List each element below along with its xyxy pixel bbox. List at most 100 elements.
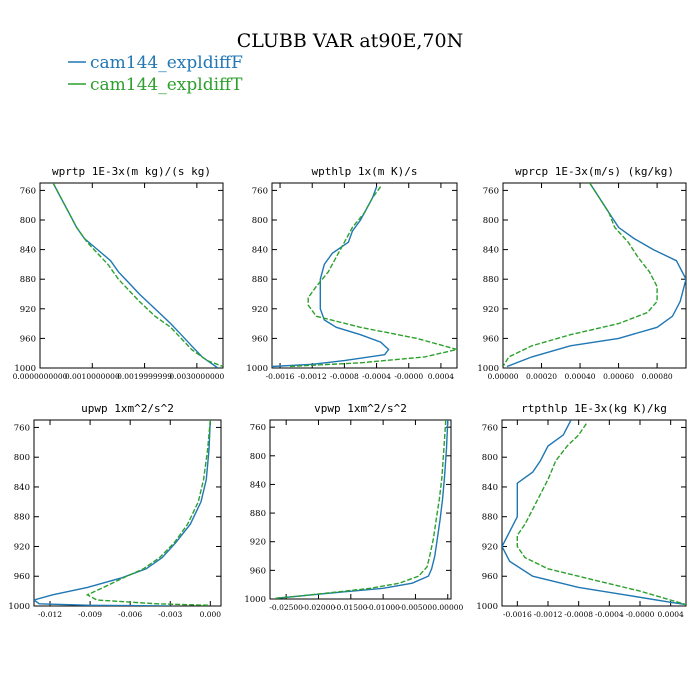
y-tick-label: 760 [250,423,266,433]
x-tick-label: -0.0008 [564,610,593,619]
x-tick-label: 0.0004 [658,610,684,619]
panel-3: wprcp 1E-3x(m/s) (kg/kg) 760 800 840 880 920 9… [477,165,687,381]
y-tick-label: 960 [252,334,268,344]
y-tick-label: 840 [14,483,30,493]
y-tick-label: 800 [483,216,499,226]
y-tick-label: 920 [14,542,30,552]
x-tick-label: -0.02000 [302,603,336,612]
panel-title: rtpthlp 1E-3x(kg K)/kg [521,402,667,415]
y-tick-label: 960 [483,334,499,344]
y-tick-label: 840 [482,483,498,493]
series-line-cam144_expldiffT [516,423,686,606]
x-tick-label: 0.0030000000 [169,372,224,381]
y-tick-label: 1000 [476,602,498,612]
y-tick-label: 880 [482,513,498,523]
series-line-cam144_expldiffT [274,420,447,599]
x-tick-label: 0.0019999999 [117,372,172,381]
y-tick-label: 800 [482,453,498,463]
y-tick-label: 960 [20,334,36,344]
x-tick-label: 0.000 [200,610,222,619]
y-tick-label: 1000 [244,595,266,605]
x-tick-label: -0.009 [78,610,102,619]
x-tick-label: -0.0004 [595,610,624,619]
y-tick-label: 960 [250,566,266,576]
y-tick-label: 920 [482,542,498,552]
plot-frame [269,419,452,600]
panel-4: upwp 1xm^2/s^2 760 800 840 880 920 960 1000 -0.0… [8,402,222,619]
x-tick-label: 0.0010000000 [65,372,120,381]
x-tick-label: -0.01500 [334,603,368,612]
x-tick-label: -0.0004 [362,372,391,381]
y-tick-label: 800 [250,452,266,462]
y-tick-label: 840 [252,246,268,256]
legend: cam144_expldiffF cam144_expldiffT [68,53,243,95]
x-tick-label: 0.00000 [432,603,463,612]
x-tick-label: -0.0000 [394,372,423,381]
panel-1: wprtp 1E-3x(m kg)/(s kg) 760 800 840 880 920 9… [13,165,225,381]
x-tick-label: -0.0012 [534,610,563,619]
panel-2: wpthlp 1x(m K)/s7608008408809209601000-0… [246,165,458,381]
plot-frame [39,182,224,369]
panel-6: rtpthlp 1E-3x(kg K)/kg 760 800 840 880 920 960… [476,402,687,619]
x-tick-label: 0.00080 [642,372,673,381]
y-tick-label: 760 [482,423,498,433]
figure-title: CLUBB VAR at90E,70N [237,30,463,52]
plot-frame [501,419,687,607]
y-tick-label: 1000 [477,364,499,374]
legend-label-2: cam144_expldiffT [90,75,243,95]
y-tick-label: 960 [482,572,498,582]
x-tick-label: -0.003 [158,610,182,619]
x-tick-label: -0.00500 [399,603,433,612]
y-tick-label: 840 [250,480,266,490]
x-tick-label: 0.00040 [565,372,596,381]
y-tick-label: 960 [14,572,30,582]
x-tick-label: -0.01000 [366,603,400,612]
x-tick-label: 0.0004 [428,372,454,381]
series-line-cam144_expldiffT [52,183,223,368]
y-tick-label: 920 [20,305,36,315]
y-tick-label: 880 [252,275,268,285]
y-tick-label: 800 [20,216,36,226]
x-tick-label: 0.00000 [487,372,518,381]
y-tick-label: 1000 [8,602,30,612]
panel-title: wprtp 1E-3x(m kg)/(s kg) [52,165,211,178]
y-tick-label: 880 [483,275,499,285]
series-line-cam144_expldiffT [85,420,211,606]
series-line-cam144_expldiffF [502,420,686,606]
y-tick-label: 920 [483,305,499,315]
y-tick-label: 800 [252,216,268,226]
y-tick-label: 760 [483,186,499,196]
panels: wprtp 1E-3x(m kg)/(s kg) 760 800 840 880 920 9… [8,165,687,619]
y-tick-label: 840 [20,246,36,256]
series-line-cam144_expldiffF [52,183,219,368]
y-tick-label: 760 [20,186,36,196]
panel-5: vpwp 1xm^2/s^27608008408809209601000-0.0… [244,402,463,612]
legend-label-1: cam144_expldiffF [90,53,243,73]
x-tick-label: -0.0016 [503,610,532,619]
y-tick-label: 880 [20,275,36,285]
y-tick-label: 760 [252,186,268,196]
y-tick-label: 1000 [14,364,36,374]
y-tick-label: 880 [250,509,266,519]
x-tick-label: 0.00060 [603,372,634,381]
x-tick-label: -0.0008 [330,372,359,381]
x-tick-label: -0.0000 [626,610,655,619]
x-tick-label: -0.006 [118,610,142,619]
x-tick-label: 0.00020 [526,372,557,381]
y-tick-label: 800 [14,453,30,463]
panel-title: wprcp 1E-3x(m/s) (kg/kg) [515,165,674,178]
x-tick-label: -0.0012 [298,372,327,381]
plot-frame [502,182,687,369]
y-tick-label: 920 [250,538,266,548]
series-line-cam144_expldiffF [272,186,390,368]
x-tick-label: -0.02500 [269,603,303,612]
series-line-cam144_expldiffT [503,183,658,367]
x-tick-label: 0.0000000000 [13,372,68,381]
series-line-cam144_expldiffF [506,183,686,368]
panel-title: vpwp 1xm^2/s^2 [314,402,407,415]
x-tick-label: -0.0016 [266,372,295,381]
panel-title: upwp 1xm^2/s^2 [81,402,174,415]
y-tick-label: 880 [14,513,30,523]
plot-frame [271,182,458,369]
